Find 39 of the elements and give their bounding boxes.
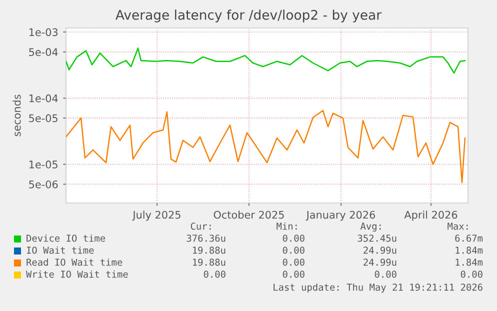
text: 24.99u (364, 258, 396, 266)
y-tick-label: 1e-05 (29, 160, 58, 168)
text: 0.00 (460, 270, 482, 278)
text: Min: (276, 222, 297, 230)
x-tick-label: April 2026 (404, 210, 458, 221)
text: 0.00 (204, 270, 226, 278)
text: 19.88u (193, 246, 226, 254)
text: 6.67m (455, 234, 483, 242)
y-tick-label: 5e-06 (29, 180, 58, 188)
line-series (66, 48, 466, 74)
text: Cur: (190, 222, 211, 230)
text: Last update: Thu May 21 19:21:11 2026 (274, 283, 482, 293)
legend-label: Write IO Wait time (26, 270, 128, 278)
text: Max: (448, 222, 468, 230)
y-tick-label: 1e-03 (29, 28, 58, 36)
chart-title: Average latency for /dev/loop2 - by year (116, 10, 382, 22)
text: 376.36u (186, 234, 226, 242)
legend-label: Read IO Wait time (26, 258, 122, 266)
x-tick-label: October 2025 (214, 210, 284, 219)
y-tick-label: 1e-04 (29, 94, 58, 102)
text: 19.88u (193, 258, 226, 266)
text: 24.99u (364, 246, 396, 254)
text: 0.00 (374, 270, 396, 278)
x-tick-label: July 2025 (132, 210, 180, 221)
legend-label: Device IO time (26, 234, 106, 242)
y-tick-label: 5e-05 (29, 114, 58, 122)
legend-label: IO Wait time (26, 246, 94, 254)
y-tick-label: 5e-04 (29, 48, 58, 56)
x-tick-label: January 2026 (306, 210, 375, 221)
text: 0.00 (282, 246, 304, 254)
text: 352.45u (358, 234, 396, 242)
text: 0.00 (282, 270, 304, 278)
line-series (66, 110, 466, 184)
text: 0.00 (282, 234, 304, 242)
text: 0.00 (282, 258, 304, 266)
text: 1.84m (456, 258, 483, 266)
y-axis-title: seconds (12, 94, 21, 136)
text: Avg: (360, 222, 381, 232)
text: 1.84m (456, 246, 483, 254)
